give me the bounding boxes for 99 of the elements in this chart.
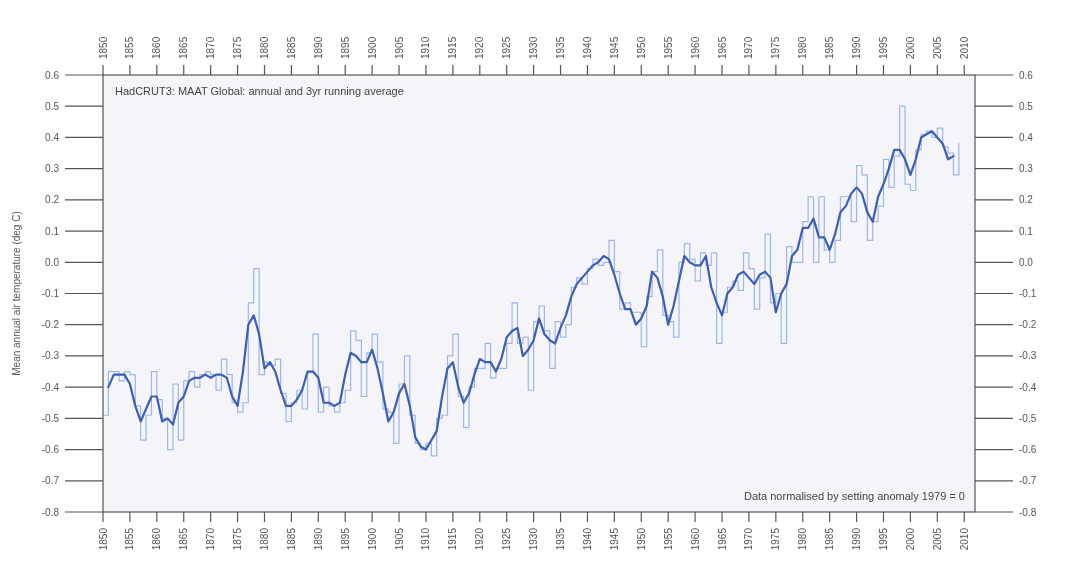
x2-tick-label: 1955 bbox=[662, 36, 674, 59]
x-tick-label: 1975 bbox=[770, 527, 782, 551]
y2-tick-label: 0.5 bbox=[1019, 100, 1034, 112]
y2-tick-label: 0.3 bbox=[1019, 163, 1034, 175]
y-tick-label: -0.3 bbox=[41, 350, 60, 362]
x2-tick-label: 1850 bbox=[97, 36, 109, 59]
y2-tick-label: -0.3 bbox=[1019, 350, 1037, 362]
x-tick-label: 1915 bbox=[447, 527, 459, 551]
x-tick-label: 1910 bbox=[420, 527, 432, 551]
y-tick-label: -0.4 bbox=[41, 381, 60, 393]
y-tick-label: -0.8 bbox=[41, 506, 60, 518]
x-tick-label: 1940 bbox=[581, 527, 593, 551]
x-tick-label: 1980 bbox=[797, 527, 809, 551]
x-tick-label: 1855 bbox=[124, 527, 136, 551]
x-tick-label: 1870 bbox=[205, 527, 217, 551]
x-tick-label: 1950 bbox=[635, 527, 647, 551]
x-tick-label: 1990 bbox=[851, 527, 863, 551]
x2-tick-label: 1875 bbox=[232, 36, 244, 59]
x2-tick-label: 1905 bbox=[393, 36, 405, 59]
y2-tick-label: -0.5 bbox=[1019, 412, 1037, 424]
x-tick-label: 1905 bbox=[393, 527, 405, 551]
x-tick-label: 1970 bbox=[743, 527, 755, 551]
x-tick-label: 1860 bbox=[151, 527, 163, 551]
x2-tick-label: 1975 bbox=[770, 36, 782, 59]
x-tick-label: 1920 bbox=[474, 527, 486, 551]
x-tick-label: 1925 bbox=[501, 527, 513, 551]
x-tick-label: 1850 bbox=[97, 527, 109, 551]
x2-tick-label: 2000 bbox=[904, 36, 916, 59]
x2-tick-label: 1855 bbox=[124, 36, 136, 59]
x2-tick-label: 1925 bbox=[501, 36, 513, 59]
x2-tick-label: 1985 bbox=[824, 36, 836, 59]
x-tick-label: 1895 bbox=[339, 527, 351, 551]
x-tick-label: 1985 bbox=[824, 527, 836, 551]
x-tick-label: 1945 bbox=[608, 527, 620, 551]
y2-tick-label: -0.8 bbox=[1019, 506, 1037, 518]
x2-tick-label: 2010 bbox=[958, 36, 970, 59]
x2-tick-label: 1870 bbox=[205, 36, 217, 59]
x2-tick-label: 1940 bbox=[581, 36, 593, 59]
y2-tick-label: 0.1 bbox=[1019, 225, 1034, 237]
x2-tick-label: 1970 bbox=[743, 36, 755, 59]
x-tick-label: 1865 bbox=[178, 527, 190, 551]
y-tick-label: 0.5 bbox=[45, 100, 60, 112]
y2-tick-label: 0.2 bbox=[1019, 194, 1034, 206]
x2-tick-label: 1965 bbox=[716, 36, 728, 59]
x2-tick-label: 1860 bbox=[151, 36, 163, 59]
x2-tick-label: 1865 bbox=[178, 36, 190, 59]
x2-tick-label: 1895 bbox=[339, 36, 351, 59]
y2-tick-label: 0.6 bbox=[1019, 69, 1034, 81]
x2-tick-label: 1935 bbox=[555, 36, 567, 59]
x-tick-label: 1875 bbox=[232, 527, 244, 551]
y-tick-label: -0.5 bbox=[41, 412, 60, 424]
y-tick-label: -0.1 bbox=[41, 288, 60, 299]
x2-tick-label: 1910 bbox=[420, 36, 432, 59]
x-tick-label: 1885 bbox=[285, 527, 297, 551]
y-tick-label: 0.1 bbox=[45, 225, 60, 237]
x-tick-label: 2000 bbox=[904, 527, 916, 551]
x-tick-label: 1930 bbox=[528, 527, 540, 551]
y2-tick-label: -0.4 bbox=[1019, 381, 1037, 393]
x2-tick-label: 1960 bbox=[689, 36, 701, 59]
y2-tick-label: -0.2 bbox=[1019, 319, 1037, 331]
x-tick-label: 1995 bbox=[877, 527, 889, 551]
y-tick-label: 0.6 bbox=[45, 69, 60, 81]
x-tick-label: 1880 bbox=[258, 527, 270, 551]
y2-tick-label: 0.0 bbox=[1019, 256, 1034, 268]
text: HadCRUT3: MAAT Global: annual and 3yr running average bbox=[115, 85, 404, 97]
x2-tick-label: 1930 bbox=[528, 36, 540, 59]
x2-tick-label: 1990 bbox=[851, 36, 863, 59]
x2-tick-label: 1880 bbox=[258, 36, 270, 59]
x2-tick-label: 1920 bbox=[474, 36, 486, 59]
x2-tick-label: 1890 bbox=[312, 36, 324, 59]
x-tick-label: 2010 bbox=[958, 527, 970, 551]
x-tick-label: 1935 bbox=[555, 527, 567, 551]
x2-tick-label: 1980 bbox=[797, 36, 809, 59]
x-tick-label: 1900 bbox=[366, 527, 378, 551]
x2-tick-label: 2005 bbox=[931, 36, 943, 59]
x2-tick-label: 1885 bbox=[285, 36, 297, 59]
x-tick-label: 1960 bbox=[689, 527, 701, 551]
x-tick-label: 1955 bbox=[662, 527, 674, 551]
y-axis-title: Mean annual air temperature (deg C) bbox=[11, 211, 22, 376]
x2-tick-label: 1995 bbox=[877, 36, 889, 59]
y2-tick-label: -0.7 bbox=[1019, 475, 1037, 487]
x2-tick-label: 1950 bbox=[635, 36, 647, 59]
y-tick-label: 0.4 bbox=[45, 131, 60, 143]
y-tick-label: 0.3 bbox=[45, 163, 60, 175]
y-tick-label: 0.2 bbox=[45, 194, 60, 206]
x-tick-label: 1890 bbox=[312, 527, 324, 551]
x-tick-label: 1965 bbox=[716, 527, 728, 551]
y-tick-label: -0.2 bbox=[41, 319, 60, 331]
y-tick-label: -0.6 bbox=[41, 444, 60, 456]
x2-tick-label: 1915 bbox=[447, 36, 459, 59]
y2-tick-label: 0.4 bbox=[1019, 131, 1034, 143]
x2-tick-label: 1900 bbox=[366, 36, 378, 59]
y-tick-label: -0.7 bbox=[41, 475, 60, 487]
y2-tick-label: -0.6 bbox=[1019, 444, 1037, 456]
x2-tick-label: 1945 bbox=[608, 36, 620, 59]
annotation: Data normalised by setting anomaly 1979 = 0 bbox=[743, 490, 965, 502]
y2-tick-label: -0.1 bbox=[1019, 288, 1037, 299]
x-tick-label: 2005 bbox=[931, 527, 943, 551]
y-tick-label: 0.0 bbox=[45, 256, 60, 268]
